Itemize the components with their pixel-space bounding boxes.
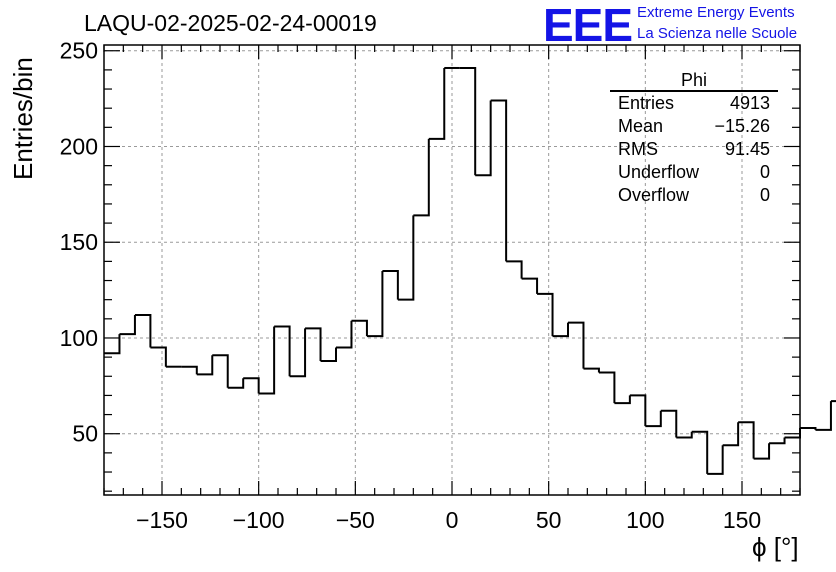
histogram-bin: [475, 100, 492, 177]
stats-row-entries: Entries 4913: [610, 92, 778, 115]
y-tick-label: 200: [60, 133, 98, 159]
stats-value: 4913: [729, 93, 770, 113]
stats-label: Entries: [618, 93, 675, 113]
histogram-bin: [320, 347, 337, 362]
stats-value: −15.26: [714, 116, 770, 136]
histogram-bin: [753, 443, 771, 460]
histogram-bin: [738, 421, 755, 459]
logo-caption-line2: La Scienza nelle Scuole: [637, 25, 798, 42]
stats-label: Underflow: [618, 162, 700, 182]
histogram-bin: [583, 367, 600, 373]
eee-logo: EEE: [543, 0, 633, 51]
y-tick-label: 150: [60, 229, 98, 255]
histogram-bin: [490, 99, 508, 262]
stats-label: RMS: [618, 139, 658, 159]
histogram-bin: [598, 371, 616, 404]
plot-frame: [103, 44, 801, 496]
histogram-bin: [552, 322, 569, 338]
x-tick-label: −100: [233, 507, 285, 533]
histogram-bin: [568, 321, 585, 369]
stats-row-underflow: Underflow 0: [610, 161, 778, 184]
histogram-bin: [181, 365, 198, 375]
y-tick-label: 100: [60, 325, 98, 351]
histogram-bin: [660, 409, 678, 438]
histogram-bin: [691, 430, 709, 474]
y-tick-label: 250: [60, 38, 98, 64]
stats-row-rms: RMS 91.45: [610, 138, 778, 161]
histogram-bin: [119, 315, 136, 336]
x-tick-label: −50: [336, 507, 375, 533]
histogram-bin: [521, 277, 539, 294]
stats-value: 91.45: [724, 139, 770, 159]
y-axis-label: Entries/bin: [8, 57, 38, 180]
histogram-bin: [397, 215, 415, 301]
histogram-bin: [815, 401, 832, 431]
y-tick-label: 50: [72, 421, 98, 447]
histogram-bin: [212, 354, 229, 388]
stats-label: Overflow: [618, 185, 690, 205]
stats-label: Mean: [618, 116, 664, 136]
histogram-bin: [537, 292, 554, 337]
stats-value: 0: [759, 185, 770, 205]
histogram-bin: [676, 431, 693, 439]
histogram-bin: [506, 260, 523, 279]
logo-caption-line1: Extreme Energy Events: [637, 4, 795, 21]
histogram-bin: [722, 422, 740, 447]
x-tick-label: 100: [626, 507, 664, 533]
histogram-bin: [289, 328, 307, 378]
histogram-bin: [800, 426, 817, 430]
histogram-bin: [366, 270, 384, 338]
histogram-bin: [150, 346, 167, 367]
histogram-bin: [274, 325, 291, 377]
histogram-bin: [258, 326, 276, 395]
stats-name: Phi: [610, 70, 778, 92]
stats-row-overflow: Overflow 0: [610, 184, 778, 207]
histogram-bin: [784, 427, 801, 439]
x-axis-label: ϕ [°]: [752, 532, 799, 562]
histogram-bin: [413, 138, 430, 217]
x-tick-label: 50: [536, 507, 562, 533]
stats-value: 0: [759, 162, 770, 182]
histogram-bin: [336, 320, 353, 349]
histogram-bin: [134, 314, 152, 348]
histogram-bin: [305, 327, 322, 361]
x-tick-label: −150: [136, 507, 188, 533]
histogram-bin: [645, 410, 662, 428]
histogram-bin: [769, 437, 786, 445]
x-tick-label: 150: [723, 507, 761, 533]
stats-box: Phi Entries 4913 Mean −15.26 RMS 91.45 U…: [610, 70, 778, 207]
stats-row-mean: Mean −15.26: [610, 115, 778, 138]
histogram-bin: [196, 355, 214, 376]
histogram-bin: [382, 269, 399, 300]
histogram-bin: [104, 334, 121, 355]
histogram-bins: [104, 66, 836, 475]
histogram-bin: [629, 394, 647, 427]
histogram-bin: [428, 67, 446, 140]
chart-title: LAQU-02-2025-02-24-00019: [84, 10, 377, 36]
histogram-bin: [459, 66, 477, 176]
axis-tick-labels: −150 −100 −50 0 50 100 150 50 100 150 200 250: [60, 38, 762, 533]
histogram-bin: [614, 395, 631, 405]
histogram-bin: [707, 445, 724, 475]
axis-ticks: [103, 45, 801, 495]
histogram-bin: [243, 377, 260, 394]
histogram-bin: [227, 378, 245, 389]
histogram-bin: [351, 319, 368, 337]
x-tick-label: 0: [446, 507, 459, 533]
